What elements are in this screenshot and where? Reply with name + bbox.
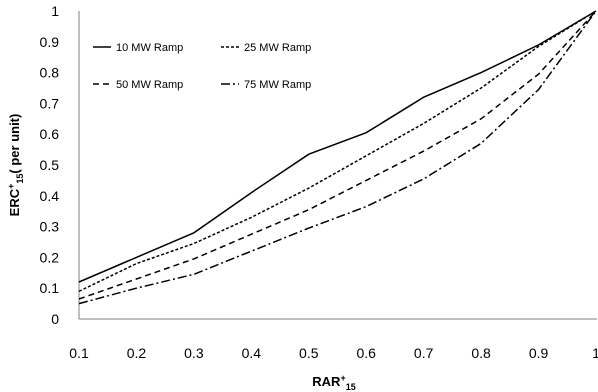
legend-label: 10 MW Ramp — [116, 42, 183, 54]
y-tick-label: 0.2 — [40, 249, 60, 265]
y-axis-title-sub: 15 — [15, 174, 25, 184]
y-ticks: 0 0.1 0.2 0.3 0.4 0.5 0.6 0.7 0.8 0.9 1 — [40, 3, 60, 327]
y-tick-label: 0.6 — [40, 126, 60, 142]
x-tick-label: 0.7 — [414, 345, 434, 361]
y-tick-label: 0.7 — [40, 95, 60, 111]
x-tick-label: 1 — [592, 345, 598, 361]
y-tick-label: 0.1 — [40, 280, 60, 296]
y-axis-title-main: ERC — [7, 188, 22, 216]
legend-label: 75 MW Ramp — [244, 79, 311, 91]
y-tick-label: 0.9 — [40, 34, 60, 50]
y-tick-label: 0.3 — [40, 219, 60, 235]
x-tick-label: 0.1 — [69, 345, 89, 361]
x-tick-label: 0.6 — [356, 345, 376, 361]
legend-label: 25 MW Ramp — [244, 42, 311, 54]
y-tick-label: 1 — [51, 3, 59, 19]
x-tick-label: 0.9 — [529, 345, 549, 361]
x-axis-title: RAR+15 — [312, 373, 355, 392]
legend: 10 MW Ramp 25 MW Ramp 50 MW Ramp 75 MW Ramp — [93, 42, 311, 91]
x-tick-label: 0.4 — [242, 345, 262, 361]
x-tick-label: 0.5 — [299, 345, 319, 361]
y-tick-label: 0.8 — [40, 65, 60, 81]
y-tick-label: 0.4 — [40, 188, 60, 204]
y-axis-title-suffix: ( per unit) — [7, 114, 22, 174]
plot-area: 0.1 0.2 0.3 0.4 0.5 0.6 0.7 0.8 0.9 1 00.10.20.30… — [40, 3, 598, 361]
y-axis-title: ERC+15( per unit) — [6, 114, 25, 217]
x-tick-label: 0.2 — [127, 345, 147, 361]
x-axis-title-main: RAR — [312, 374, 341, 389]
legend-label: 50 MW Ramp — [116, 79, 183, 91]
x-axis-title-sub: 15 — [346, 382, 356, 392]
x-ticks: 0.1 0.2 0.3 0.4 0.5 0.6 0.7 0.8 0.9 1 — [69, 345, 598, 361]
y-tick-label: 0.5 — [40, 157, 60, 173]
x-tick-label: 0.8 — [471, 345, 491, 361]
x-tick-label: 0.3 — [184, 345, 204, 361]
series-lines — [79, 11, 596, 304]
y-tick-label: 0 — [51, 311, 59, 327]
